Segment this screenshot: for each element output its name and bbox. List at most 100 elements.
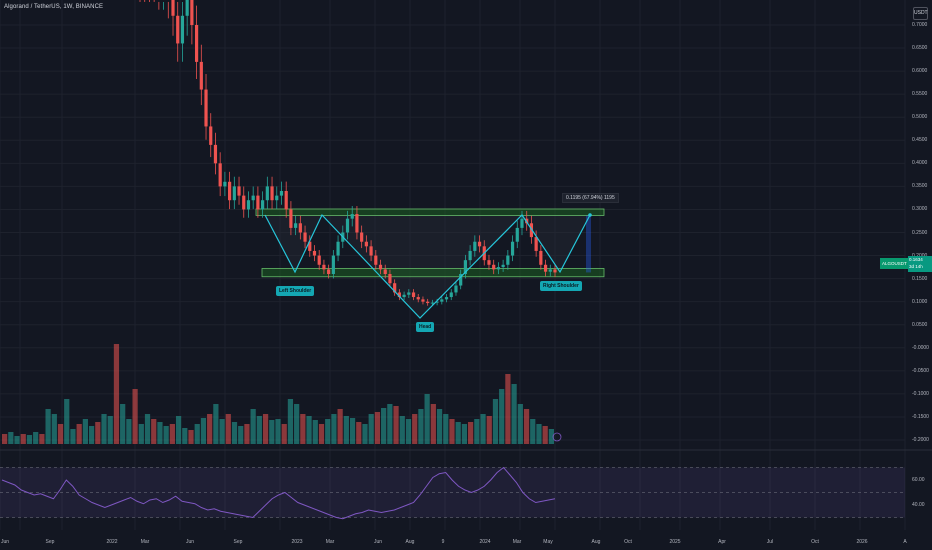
candle-body — [284, 191, 288, 210]
price-tick-label: -0.2000 — [912, 437, 929, 443]
volume-bar — [325, 419, 331, 444]
volume-bar — [188, 430, 194, 444]
time-tick-label: Oct — [811, 539, 819, 545]
candle-body — [473, 241, 477, 251]
price-tick-label: 0.0500 — [912, 321, 928, 328]
volume-bar — [169, 424, 175, 444]
volume-bar — [101, 414, 107, 444]
candle-body — [539, 250, 543, 265]
candle-body — [322, 264, 326, 270]
pattern-zones — [255, 208, 605, 318]
volume-bar — [548, 429, 554, 444]
candle-body — [435, 301, 439, 303]
time-tick-label: Aug — [591, 539, 601, 545]
candle-body — [543, 264, 548, 272]
volume-bar — [511, 384, 517, 444]
candle-body — [275, 195, 279, 201]
candle-body — [298, 223, 302, 233]
volume-bar — [517, 404, 523, 444]
price-tick-label: 0.1500 — [912, 275, 928, 282]
candle-body — [515, 227, 519, 242]
candle-body — [308, 241, 312, 251]
volume-bar — [461, 424, 468, 444]
price-tick-label: 0.4000 — [912, 160, 928, 167]
candle-body — [378, 264, 383, 270]
volume-bar — [138, 424, 144, 444]
candle-body — [336, 241, 340, 256]
candle-body — [426, 301, 430, 304]
volume-bar — [368, 414, 374, 444]
candle-body — [180, 15, 185, 44]
volume-bar — [57, 424, 64, 444]
candle-body — [289, 209, 293, 228]
volume-bar — [281, 424, 287, 444]
candle-body — [246, 200, 251, 210]
price-tick-label: -0.1500 — [912, 413, 929, 420]
candle-body — [501, 264, 505, 268]
volume-bar — [2, 434, 8, 444]
candle-body — [374, 255, 378, 265]
right-shoulder-label[interactable]: Right Shoulder — [540, 281, 582, 291]
volume-bar — [412, 414, 418, 444]
volume-bar — [182, 428, 188, 444]
time-tick-label: 9 — [441, 539, 445, 545]
volume-bar — [362, 424, 368, 444]
candle-body — [369, 246, 373, 256]
volume-bar — [312, 420, 318, 444]
candle-body — [454, 285, 458, 293]
candle-body — [171, 0, 175, 16]
price-tick-label: 0.3500 — [912, 183, 928, 190]
candle-body — [279, 191, 284, 196]
support-zone — [261, 268, 605, 278]
volume-bar — [8, 432, 14, 444]
volume-bar — [256, 416, 262, 444]
price-tick-label: -0.0000 — [912, 344, 929, 351]
currency-badge[interactable]: USDT — [913, 7, 928, 20]
time-tick-label: Jun — [0, 539, 10, 545]
volume-bar — [418, 409, 424, 444]
chart-title: Algorand / TetherUS, 1W, BINANCE — [4, 4, 104, 10]
candle-body — [383, 269, 387, 274]
volume-bar — [331, 414, 337, 444]
volume-bar — [107, 416, 113, 444]
rsi-tick-label: 60.00 — [912, 477, 925, 483]
volume-bar — [356, 422, 362, 444]
price-tick-label: 0.6000 — [912, 68, 928, 75]
candle-body — [510, 241, 515, 256]
candle-body — [270, 186, 274, 201]
time-tick-label: Aug — [405, 539, 415, 545]
volume-bar — [430, 404, 436, 444]
candle-body — [355, 214, 359, 233]
neckline-zone — [255, 208, 605, 216]
volume-bar — [219, 419, 225, 444]
candle-body — [312, 250, 317, 256]
candle-body — [331, 255, 335, 274]
price-tick-label: 0.2500 — [912, 229, 928, 236]
time-tick-label: Jun — [373, 539, 383, 545]
time-tick-label: 2022 — [106, 539, 118, 545]
volume-bar — [82, 419, 88, 444]
volume-bar — [337, 409, 343, 444]
price-tick-label: 0.1000 — [912, 298, 928, 305]
head-shoulders-pattern[interactable] — [264, 213, 592, 319]
symbol-price-tag: ALGOUSDT — [880, 258, 909, 269]
candle-body — [317, 255, 321, 265]
left-shoulder-label[interactable]: Left Shoulder — [276, 286, 315, 296]
candle-body — [251, 195, 255, 201]
candle-body — [209, 126, 213, 145]
candle-body — [525, 218, 529, 224]
rsi-tick-label: 40.00 — [912, 502, 925, 508]
price-tick-label: -0.0500 — [912, 367, 929, 374]
candle-body — [534, 237, 538, 251]
volume-bar — [231, 422, 238, 444]
candle-body — [327, 269, 331, 274]
volume-bar — [33, 432, 39, 444]
price-tick-label: 0.7000 — [912, 22, 928, 28]
candle-body — [350, 214, 354, 219]
time-tick-label: Apr — [718, 539, 726, 545]
volume-bar — [70, 429, 76, 444]
price-tick-label: -0.1000 — [912, 390, 929, 397]
head-label[interactable]: Head — [416, 322, 435, 332]
candle-body — [242, 195, 246, 210]
